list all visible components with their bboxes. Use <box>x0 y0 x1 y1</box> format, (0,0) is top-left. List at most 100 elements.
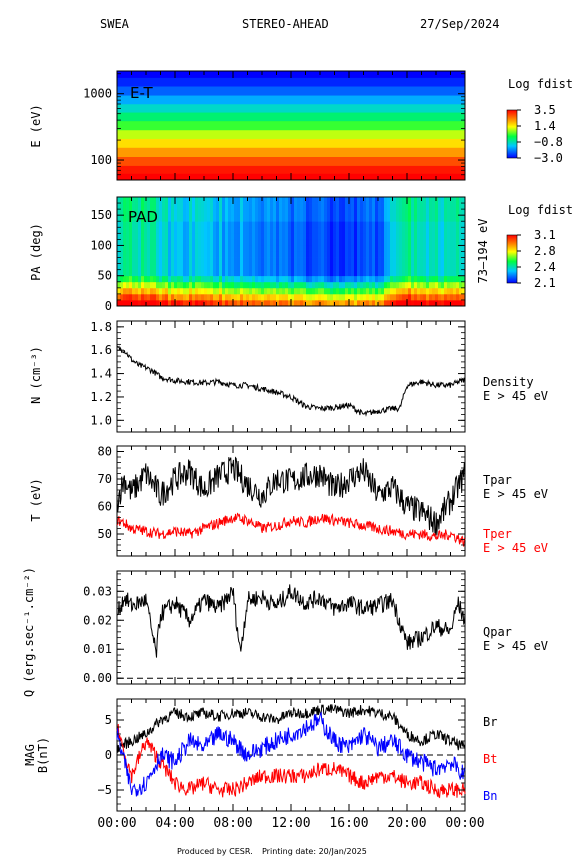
pad-cell <box>210 299 214 307</box>
pad-cell <box>375 281 379 289</box>
pad-cells <box>117 197 466 307</box>
pad-cell <box>453 257 457 265</box>
pad-cell <box>453 293 457 301</box>
energy-band <box>117 77 465 87</box>
pad-cell <box>360 239 364 246</box>
pad-cell <box>345 269 349 277</box>
pad-cell <box>120 281 124 289</box>
pad-cell <box>456 221 460 228</box>
pad-cell <box>237 299 241 307</box>
pad-cell <box>360 287 364 295</box>
pad-cell <box>429 209 433 216</box>
pad-cell <box>135 251 139 258</box>
pad-cell <box>303 203 307 210</box>
pad-cell <box>339 257 343 265</box>
pad-cell <box>282 239 286 246</box>
pad-cell <box>279 203 283 210</box>
pad-cell <box>387 287 391 295</box>
pad-cell <box>321 281 325 289</box>
pad-cell <box>273 233 277 240</box>
pad-cell <box>258 203 262 210</box>
pad-cell <box>342 287 346 295</box>
pad-cell <box>171 251 175 258</box>
pad-cell <box>222 209 226 216</box>
pad-cell <box>126 287 130 295</box>
pad-cell <box>258 197 262 204</box>
pad-cell <box>420 203 424 210</box>
pad-cell <box>183 293 187 301</box>
pad-cell <box>117 239 121 246</box>
pad-cell <box>216 257 220 265</box>
pad-cell <box>261 251 265 258</box>
pad-cell <box>399 197 403 204</box>
pad-ylabel: PA (deg) <box>29 223 43 281</box>
pad-cell <box>435 263 439 271</box>
pad-cell <box>324 215 328 222</box>
pad-cell <box>393 299 397 307</box>
pad-cell <box>306 197 310 204</box>
pad-cell <box>168 197 172 204</box>
pad-cell <box>324 257 328 265</box>
pad-cell <box>396 239 400 246</box>
pad-cell <box>360 245 364 252</box>
pad-cell <box>387 269 391 277</box>
pad-cell <box>120 209 124 216</box>
pad-cell <box>198 215 202 222</box>
pad-cell <box>138 239 142 246</box>
pad-cell <box>444 287 448 295</box>
pad-cell <box>282 227 286 234</box>
pad-cell <box>240 299 244 307</box>
pad-cell <box>285 221 289 228</box>
pad-cell <box>237 227 241 234</box>
pad-cell <box>318 203 322 210</box>
pad-cell <box>195 203 199 210</box>
pad-cell <box>291 245 295 252</box>
pad-cell <box>429 293 433 301</box>
pad-cell <box>351 239 355 246</box>
pad-cell <box>219 233 223 240</box>
pad-cell <box>375 239 379 246</box>
pad-cell <box>459 287 463 295</box>
pad-cell <box>336 203 340 210</box>
pad-cell <box>375 215 379 222</box>
pad-cell <box>177 209 181 216</box>
pad-cell <box>192 239 196 246</box>
pad-cell <box>408 227 412 234</box>
pad-cell <box>456 299 460 307</box>
pad-cell <box>201 269 205 277</box>
pad-cell <box>396 299 400 307</box>
pad-cell <box>459 275 463 283</box>
pad-cell <box>447 287 451 295</box>
pad-cell <box>273 257 277 265</box>
pad-cell <box>408 269 412 277</box>
pad-cell <box>264 299 268 307</box>
pad-cell <box>300 299 304 307</box>
pad-cell <box>321 263 325 271</box>
pad-cell <box>144 287 148 295</box>
pad-cell <box>402 209 406 216</box>
x-tick-label: 00:00 <box>445 816 484 831</box>
pad-cell <box>396 203 400 210</box>
pad-cell <box>288 251 292 258</box>
pad-cell <box>225 197 229 204</box>
pad-cell <box>156 215 160 222</box>
pad-cell <box>387 227 391 234</box>
pad-cell <box>390 245 394 252</box>
pad-cell <box>453 275 457 283</box>
tper-sublabel: E > 45 eV <box>483 541 548 555</box>
pad-cell <box>384 257 388 265</box>
pad-cell <box>225 209 229 216</box>
pad-cell <box>369 197 373 204</box>
pad-cell <box>180 263 184 271</box>
pad-cell <box>276 257 280 265</box>
pad-cell <box>228 233 232 240</box>
colorbar-tick-label: −0.8 <box>534 135 563 149</box>
pad-cell <box>168 239 172 246</box>
pad-cell <box>183 275 187 283</box>
pad-cell <box>324 233 328 240</box>
pad-cell <box>369 287 373 295</box>
pad-cell <box>192 269 196 277</box>
pad-cell <box>216 287 220 295</box>
